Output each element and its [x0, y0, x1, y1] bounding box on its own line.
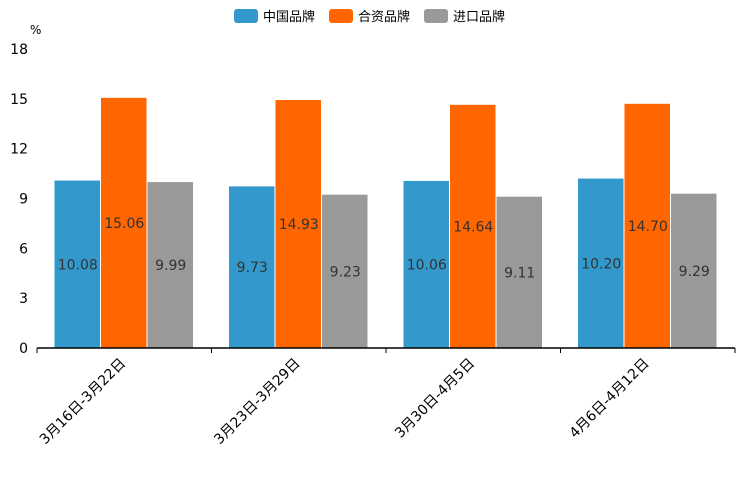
y-tick-label: 9: [19, 192, 28, 208]
data-labels: 10.08 15.06 9.99 9.73 14.93 9.23 10.06 14.64 9.1…: [58, 216, 710, 281]
data-label: 10.06: [407, 257, 447, 273]
data-label: 9.73: [237, 260, 268, 276]
x-axis-ticks: 3月16日-3月22日 3月23日-3月29日 3月30日-4月5日 4月6日-4月1…: [36, 348, 736, 448]
y-axis-unit: %: [30, 23, 41, 37]
legend-swatch: [329, 9, 353, 23]
bar: [229, 186, 275, 348]
bar: [275, 99, 321, 348]
bar: [450, 104, 496, 349]
bar: [322, 194, 368, 348]
data-label: 9.11: [504, 265, 535, 281]
bar: [578, 178, 624, 348]
y-tick-label: 3: [19, 291, 28, 307]
data-label: 10.08: [58, 257, 98, 273]
x-category-label: 3月30日-4月5日: [392, 356, 478, 442]
bar: [147, 182, 193, 348]
bar: [54, 180, 100, 348]
y-tick-label: 15: [10, 92, 28, 108]
legend-swatch: [234, 9, 258, 23]
bar: [624, 103, 670, 348]
y-axis-ticks: 0 3 6 9 12 15 18: [10, 42, 28, 357]
data-label: 14.93: [279, 217, 319, 233]
legend-label: 合资品牌: [358, 9, 410, 25]
data-label: 9.99: [155, 258, 186, 274]
data-label: 9.29: [679, 264, 710, 280]
legend: 中国品牌 合资品牌 进口品牌: [234, 9, 505, 25]
legend-swatch: [424, 9, 448, 23]
bar: [403, 180, 449, 348]
y-tick-label: 6: [19, 241, 28, 257]
x-category-label: 3月23日-3月29日: [211, 356, 303, 448]
bar: [101, 97, 147, 348]
x-category-label: 3月16日-3月22日: [37, 356, 129, 448]
data-label: 15.06: [104, 216, 144, 232]
data-label: 9.23: [330, 264, 361, 280]
legend-label: 中国品牌: [263, 9, 315, 25]
y-tick-label: 0: [19, 341, 28, 357]
x-category-label: 4月6日-4月12日: [567, 356, 653, 442]
data-label: 14.70: [628, 219, 668, 235]
y-tick-label: 18: [10, 42, 28, 58]
data-label: 10.20: [581, 256, 621, 272]
y-tick-label: 12: [10, 142, 28, 158]
bar: [496, 196, 542, 348]
data-label: 14.64: [453, 219, 493, 235]
bar: [671, 193, 717, 348]
legend-label: 进口品牌: [453, 9, 505, 25]
bars: [54, 97, 717, 349]
